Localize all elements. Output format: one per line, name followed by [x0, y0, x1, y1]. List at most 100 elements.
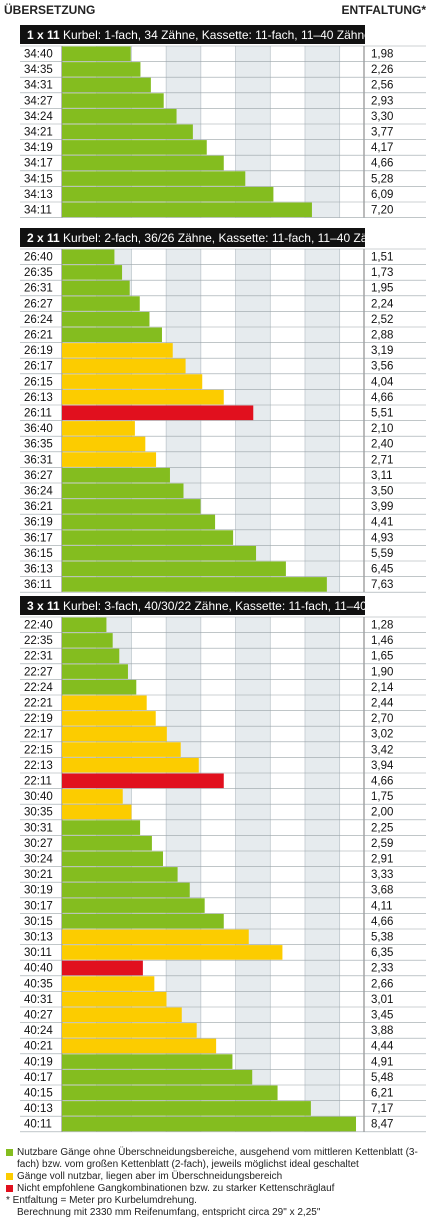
bar — [62, 867, 178, 882]
distance-value-label: 1,75 — [371, 791, 393, 803]
distance-value-label: 1,98 — [371, 49, 393, 61]
distance-value-label: 4,44 — [371, 1041, 394, 1053]
distance-value-label: 3,01 — [371, 994, 393, 1006]
bar — [62, 1023, 197, 1038]
distance-value-label: 2,59 — [371, 838, 393, 850]
distance-value-label: 2,26 — [371, 64, 393, 76]
gear-ratio-label: 26:15 — [24, 376, 53, 388]
legend-swatch-yellow — [6, 1173, 13, 1180]
distance-value-label: 3,33 — [371, 869, 393, 881]
distance-value-label: 3,99 — [371, 501, 393, 513]
bar — [62, 1038, 217, 1054]
gear-ratio-label: 26:27 — [24, 298, 53, 310]
column-header-uebersetzung: ÜBERSETZUNG — [4, 2, 95, 17]
bar — [62, 804, 132, 820]
bar — [62, 483, 184, 499]
bar — [62, 789, 123, 804]
distance-value-label: 2,71 — [371, 454, 393, 466]
gear-ratio-label: 34:13 — [24, 189, 53, 201]
gear-ratio-label: 22:31 — [24, 651, 53, 663]
grid-column-band — [304, 617, 340, 1132]
gear-ratio-label: 34:31 — [24, 80, 53, 92]
gear-ratio-label: 36:27 — [24, 470, 53, 482]
bar — [62, 280, 130, 296]
bar — [62, 186, 274, 202]
distance-value-label: 3,94 — [371, 760, 394, 772]
distance-value-label: 6,21 — [371, 1088, 393, 1100]
gear-ratio-label: 22:13 — [24, 760, 53, 772]
gear-ratio-label: 30:35 — [24, 807, 53, 819]
distance-value-label: 4,93 — [371, 532, 393, 544]
bar — [62, 835, 152, 851]
gear-ratio-label: 30:11 — [24, 947, 52, 959]
bar — [62, 851, 164, 867]
legend-label-green: Nutzbare Gänge ohne Überschneidungsberei… — [17, 1147, 418, 1170]
distance-value-label: 2,44 — [371, 698, 394, 710]
bar — [62, 530, 234, 545]
gear-ratio-label: 36:40 — [24, 423, 53, 435]
footnote: * Entfaltung = Meter pro Kurbelumdrehung… — [6, 1195, 197, 1206]
bar — [62, 452, 157, 467]
distance-value-label: 4,66 — [371, 916, 393, 928]
gear-ratio-label: 34:27 — [24, 95, 53, 107]
gear-ratio-label: 40:21 — [24, 1041, 53, 1053]
bar — [62, 695, 147, 711]
gear-ratio-label: 26:21 — [24, 330, 53, 342]
gear-ratio-label: 36:31 — [24, 454, 53, 466]
distance-value-label: 4,91 — [371, 1056, 393, 1068]
gear-ratio-label: 26:19 — [24, 345, 53, 357]
distance-value-label: 6,45 — [371, 564, 393, 576]
gear-ratio-label: 22:19 — [24, 713, 53, 725]
gear-ratio-label: 36:17 — [24, 532, 53, 544]
gear-ratio-label: 30:40 — [24, 791, 53, 803]
gear-ratio-label: 34:21 — [24, 127, 53, 139]
gear-ratio-label: 22:11 — [24, 776, 52, 788]
gear-ratio-label: 40:35 — [24, 978, 53, 990]
bar — [62, 1085, 278, 1101]
distance-value-label: 3,50 — [371, 486, 393, 498]
bar — [62, 913, 224, 929]
bar — [62, 742, 181, 757]
gear-ratio-label: 40:11 — [24, 1119, 52, 1131]
gear-ratio-chart: ÜBERSETZUNG ENTFALTUNG* 1 x 11 Kurbel: 1… — [4, 2, 426, 1133]
bar — [62, 545, 257, 561]
gear-ratio-label: 30:13 — [24, 932, 53, 944]
gear-ratio-label: 22:17 — [24, 729, 53, 741]
gear-ratio-label: 34:35 — [24, 64, 53, 76]
distance-value-label: 3,68 — [371, 885, 393, 897]
bar — [62, 77, 151, 93]
bar — [62, 757, 199, 773]
distance-value-label: 1,65 — [371, 651, 393, 663]
gear-ratio-label: 30:15 — [24, 916, 53, 928]
bar — [62, 93, 164, 108]
gear-ratio-label: 40:13 — [24, 1103, 53, 1115]
distance-value-label: 2,52 — [371, 314, 393, 326]
distance-value-label: 2,93 — [371, 95, 393, 107]
legend-item-red: Nicht empfohlene Gangkombinationen bzw. … — [6, 1183, 426, 1195]
distance-value-label: 1,90 — [371, 666, 393, 678]
distance-value-label: 1,73 — [371, 267, 393, 279]
section-header-bar — [20, 25, 365, 44]
gear-ratio-label: 40:27 — [24, 1010, 53, 1022]
gear-ratio-label: 26:17 — [24, 361, 53, 373]
grid-column-band — [304, 46, 340, 218]
distance-value-label: 3,30 — [371, 111, 393, 123]
gear-ratio-label: 26:13 — [24, 392, 53, 404]
gear-ratio-label: 34:24 — [24, 111, 53, 123]
bar — [62, 648, 120, 664]
bar — [62, 1116, 357, 1132]
gear-ratio-label: 22:27 — [24, 666, 53, 678]
bar — [62, 124, 193, 140]
distance-value-label: 4,11 — [371, 900, 393, 912]
bar — [62, 62, 141, 77]
bar — [62, 171, 246, 186]
gear-ratio-label: 40:17 — [24, 1072, 53, 1084]
gear-ratio-label: 36:21 — [24, 501, 53, 513]
distance-value-label: 5,59 — [371, 548, 393, 560]
gear-ratio-label: 40:19 — [24, 1056, 53, 1068]
distance-value-label: 2,88 — [371, 330, 393, 342]
distance-value-label: 3,45 — [371, 1010, 393, 1022]
gear-ratio-label: 36:11 — [24, 579, 52, 591]
bar — [62, 882, 190, 898]
bar — [62, 617, 107, 633]
